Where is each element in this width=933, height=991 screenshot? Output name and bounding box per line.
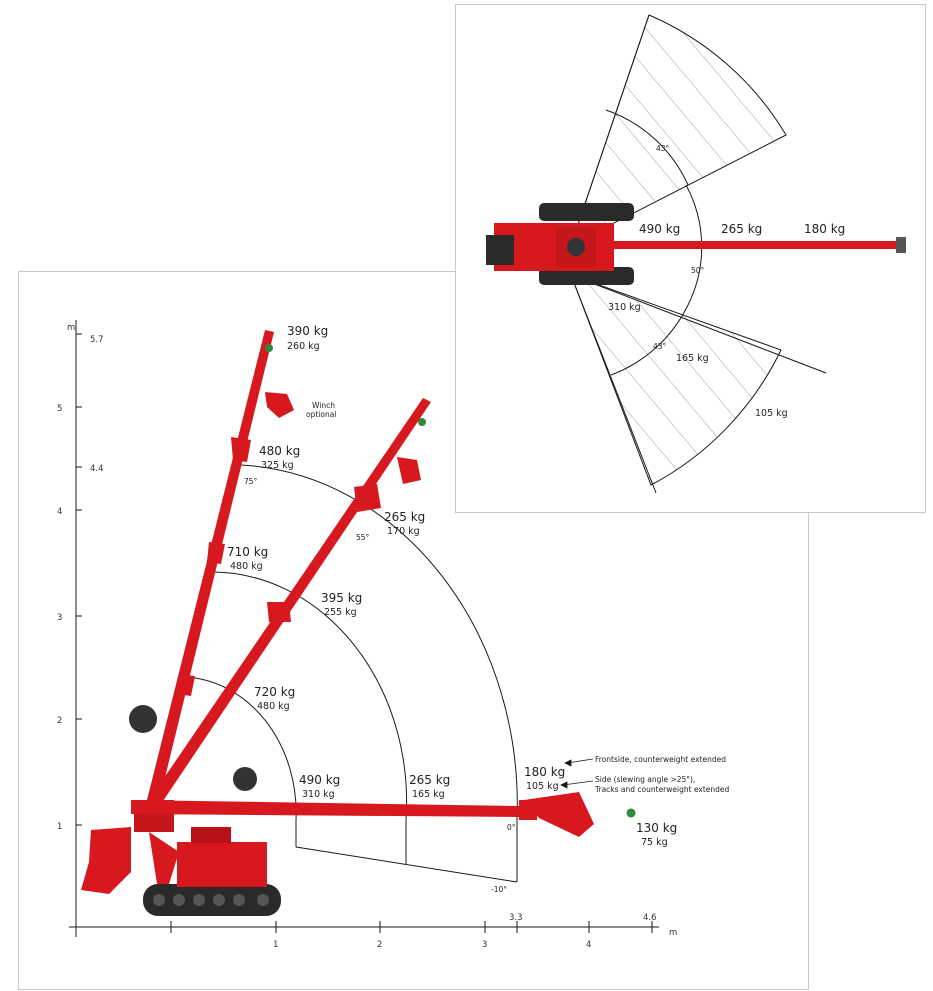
top-view-diagram: 490 kg 265 kg 180 kg 310 kg 165 kg 105 k…: [486, 14, 906, 494]
top-angle-upper-43: 43°: [656, 144, 670, 153]
angle-75-label: 75°: [244, 477, 258, 486]
lower-working-sector: [570, 274, 782, 486]
y-tick-5: 5: [57, 404, 62, 414]
note-arrows: [560, 758, 594, 789]
top-load-f3: 180 kg: [804, 222, 845, 236]
top-angle-mid-50: 50°: [691, 266, 705, 275]
top-load-f2: 265 kg: [721, 222, 762, 236]
upper-working-sector: [570, 14, 787, 247]
load-r3-55-sub: 170 kg: [387, 526, 420, 537]
load-r3-0-main: 180 kg: [524, 765, 565, 779]
winch-optional-label: optional: [306, 410, 336, 419]
crane-machine: [81, 330, 636, 916]
load-tip-75-main: 390 kg: [287, 324, 328, 338]
y-mark-5.7: 5.7: [90, 335, 104, 345]
load-r3-55-main: 265 kg: [384, 510, 425, 524]
load-r1-0-main: 490 kg: [299, 773, 340, 787]
x-tick-3: 3: [482, 940, 487, 950]
x-axis: [69, 921, 659, 933]
angle-minus10-label: -10°: [491, 885, 507, 894]
y-axis: [75, 320, 82, 937]
load-r1-75-sub: 480 kg: [257, 701, 290, 712]
load-r2-0-sub: 165 kg: [412, 789, 445, 800]
y-tick-2: 2: [57, 716, 62, 726]
x-mark-3.3: 3.3: [509, 913, 523, 923]
y-unit: m: [67, 323, 75, 333]
load-r3-75-main: 480 kg: [259, 444, 300, 458]
winch-label: Winch: [312, 401, 335, 410]
angle-0-label: 0°: [507, 823, 516, 832]
top-view-panel: 490 kg 265 kg 180 kg 310 kg 165 kg 105 k…: [455, 4, 926, 513]
top-angle-lower-43: 43°: [653, 342, 667, 351]
top-load-s3: 105 kg: [755, 408, 788, 419]
load-tip-0-sub: 75 kg: [641, 837, 668, 848]
top-load-f1: 490 kg: [639, 222, 680, 236]
top-load-s2: 165 kg: [676, 353, 709, 364]
load-r3-0-sub: 105 kg: [526, 781, 559, 792]
load-r2-55-main: 395 kg: [321, 591, 362, 605]
load-r1-0-sub: 310 kg: [302, 789, 335, 800]
y-tick-4: 4: [57, 507, 62, 517]
load-r3-75-sub: 325 kg: [261, 460, 294, 471]
crane-top-view: [486, 203, 906, 285]
x-tick-4: 4: [586, 940, 591, 950]
load-tip-75-sub: 260 kg: [287, 341, 320, 352]
load-r1-75-main: 720 kg: [254, 685, 295, 699]
note-frontside: Frontside, counterweight extended: [595, 755, 726, 764]
x-mark-4.6: 4.6: [643, 913, 657, 923]
side-view-diagram: m 5.7 4.4 5 4 3 2 1 1 2 3 4 3.3 4.6 m: [57, 320, 730, 950]
load-tip-0-main: 130 kg: [636, 821, 677, 835]
x-tick-1: 1: [273, 940, 278, 950]
x-unit: m: [669, 928, 677, 938]
y-tick-1: 1: [57, 822, 62, 832]
load-r2-0-main: 265 kg: [409, 773, 450, 787]
y-tick-3: 3: [57, 613, 62, 623]
load-r2-55-sub: 255 kg: [324, 607, 357, 618]
reach-arcs: [184, 464, 518, 883]
x-tick-2: 2: [377, 940, 382, 950]
load-r2-75-main: 710 kg: [227, 545, 268, 559]
load-r2-75-sub: 480 kg: [230, 561, 263, 572]
y-mark-4.4: 4.4: [90, 464, 104, 474]
note-side-line2: Tracks and counterweight extended: [594, 785, 730, 794]
note-side-line1: Side (slewing angle >25°),: [595, 775, 695, 784]
top-load-s1: 310 kg: [608, 302, 641, 313]
angle-55-label: 55°: [356, 533, 370, 542]
